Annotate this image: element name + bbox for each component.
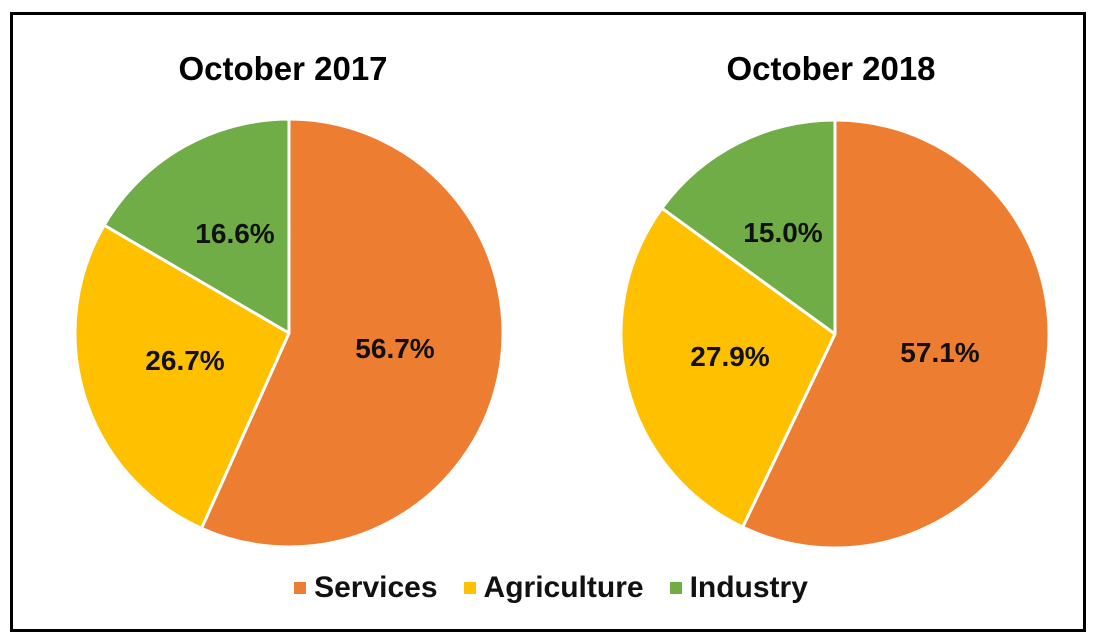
legend-swatch [463,582,476,594]
data-label-industry: 15.0% [743,217,822,248]
legend-item-services: Services [294,571,438,605]
pie-slice-services [741,118,1051,550]
legend-swatch [294,582,307,594]
data-label-agriculture: 27.9% [690,341,769,372]
data-label-services: 57.1% [900,337,979,368]
chart-title: October 2017 [178,50,387,87]
pie-slice-agriculture [73,223,291,530]
legend-label: Agriculture [483,571,644,604]
data-label-agriculture: 26.7% [145,345,224,376]
pie-charts: October 2017 56.7% 26.7% 16.6% October 201… [73,50,1051,550]
pie-slice-industry [660,118,837,336]
legend-label: Services [314,571,438,604]
pie-chart-2018: October 2018 57.1% 27.9% 15.0% [619,50,1051,550]
legend: Services Agriculture Industry [0,566,1102,610]
legend-swatch [669,582,682,594]
legend-label: Industry [689,571,808,604]
legend-item-agriculture: Agriculture [463,571,644,605]
pie-chart-2017: October 2017 56.7% 26.7% 16.6% [73,50,505,549]
pie-slice-industry [102,117,291,335]
data-label-industry: 16.6% [195,218,274,249]
pie-slice-agriculture [619,206,837,529]
pie-slice-services [200,117,505,549]
data-label-services: 56.7% [355,333,434,364]
chart-title: October 2018 [726,50,935,87]
legend-item-industry: Industry [669,571,808,605]
